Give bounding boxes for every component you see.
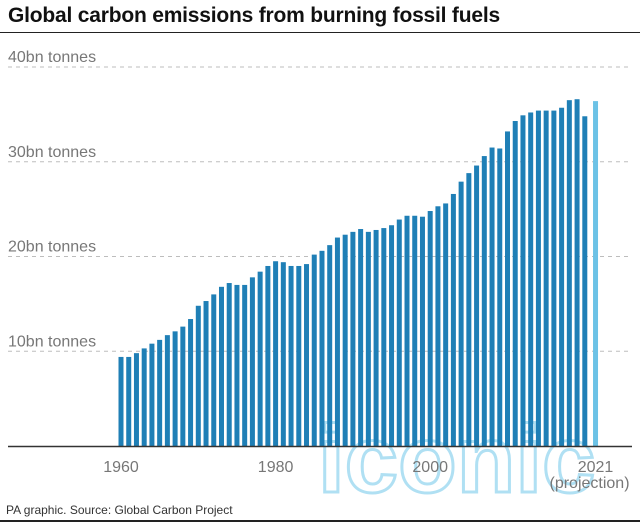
bar-1988 [334, 237, 340, 446]
bar-1967 [172, 331, 178, 446]
y-tick-label: 20bn tonnes [8, 239, 96, 256]
watermark-text: iconic [318, 406, 595, 500]
bar-1960 [118, 356, 124, 446]
bar-1983 [296, 265, 302, 446]
bar-2008 [489, 147, 495, 446]
axes: 10bn tonnes 20bn tonnes 30bn tonnes 40bn to… [8, 49, 632, 492]
bar-1979 [265, 265, 271, 446]
bar-1976 [242, 284, 248, 446]
bar-1982 [288, 265, 294, 446]
bar-2018 [566, 100, 572, 446]
bars [118, 99, 599, 447]
bar-1992 [365, 231, 371, 446]
bar-1981 [280, 262, 286, 446]
bar-1969 [188, 319, 194, 446]
bar-1998 [412, 215, 418, 446]
x-tick-label: 2021 [578, 459, 614, 476]
bar-1985 [311, 254, 317, 446]
bar-2003 [450, 193, 456, 446]
bar-1980 [273, 261, 279, 446]
y-tick-label: 30bn tonnes [8, 144, 96, 161]
bar-2007 [481, 156, 487, 446]
bar-1961 [126, 356, 132, 446]
bar-1994 [381, 228, 387, 446]
bar-chart: iconic 10bn tonnes 20bn tonnes 30bn tonnes… [8, 49, 632, 501]
bar-2012 [520, 115, 526, 446]
bar-2005 [466, 173, 472, 446]
bar-1995 [389, 225, 395, 446]
bar-2001 [435, 206, 441, 446]
bar-2006 [474, 165, 480, 447]
title-divider [0, 32, 640, 33]
bar-2004 [458, 181, 464, 446]
x-tick-label: 2000 [412, 459, 448, 476]
source-note: PA graphic. Source: Global Carbon Projec… [6, 503, 233, 517]
bar-1972 [211, 294, 217, 446]
bar-1989 [342, 234, 348, 446]
bar-2019 [574, 99, 580, 446]
bar-projection-2021 [593, 101, 599, 447]
bar-1968 [180, 326, 186, 446]
x-tick-label: 1980 [258, 459, 294, 476]
bar-2014 [535, 110, 541, 447]
bar-1997 [404, 215, 410, 446]
bar-1975 [234, 284, 240, 446]
bar-1977 [249, 277, 255, 446]
bar-1962 [133, 353, 139, 446]
y-tick-label: 10bn tonnes [8, 333, 96, 350]
bar-2002 [443, 203, 449, 446]
bar-1986 [319, 250, 325, 446]
bar-1978 [257, 271, 263, 446]
bar-1996 [396, 219, 402, 446]
bar-2020 [582, 116, 588, 447]
x-tick-sublabel: (projection) [550, 475, 630, 492]
bar-1970 [195, 305, 201, 446]
bar-2017 [559, 107, 565, 447]
bar-1971 [203, 301, 209, 446]
bar-2000 [427, 211, 433, 446]
bar-1966 [164, 335, 170, 446]
bar-2013 [528, 112, 534, 446]
bar-1984 [304, 264, 310, 446]
bar-2009 [497, 148, 503, 447]
bar-2015 [543, 110, 549, 447]
bar-1987 [327, 245, 333, 446]
bar-1973 [218, 286, 224, 446]
bar-1974 [226, 283, 232, 446]
bar-2011 [512, 121, 518, 446]
bar-1965 [157, 339, 163, 446]
bar-1999 [419, 216, 425, 446]
bar-1964 [149, 343, 155, 446]
bar-1990 [350, 231, 356, 446]
chart-title: Global carbon emissions from burning fos… [8, 4, 500, 27]
bar-2016 [551, 110, 557, 447]
y-tick-label: 40bn tonnes [8, 49, 96, 66]
bar-1993 [373, 229, 379, 446]
watermark: iconic [317, 405, 597, 501]
bar-1963 [141, 348, 147, 446]
bottom-divider [0, 520, 640, 522]
x-tick-label: 1960 [103, 459, 139, 476]
bar-1991 [358, 229, 364, 446]
bar-2010 [505, 131, 510, 446]
